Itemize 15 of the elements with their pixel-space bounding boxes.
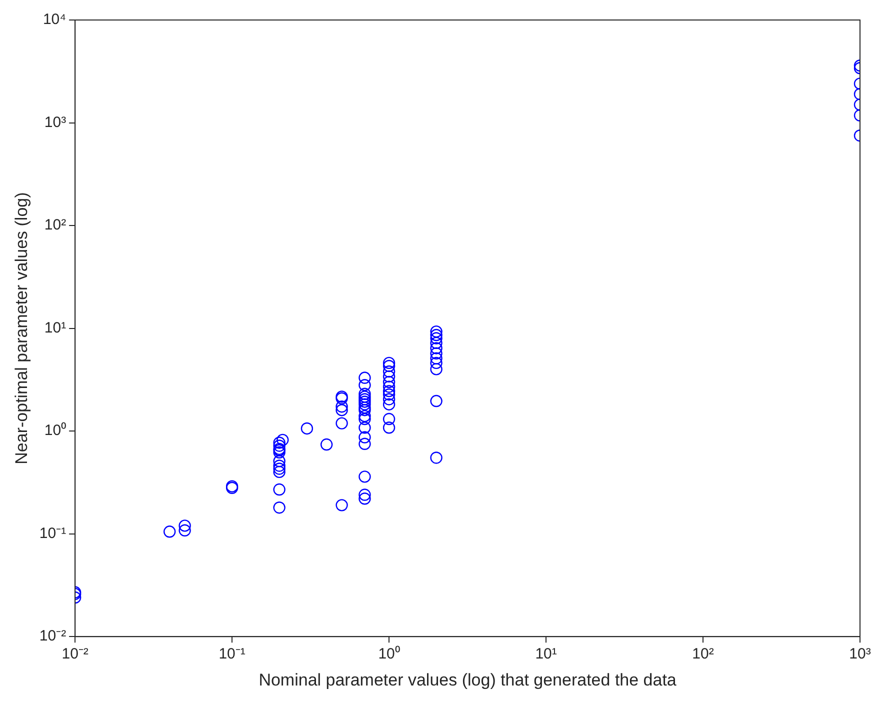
x-tick-label: 10² bbox=[692, 646, 714, 663]
y-tick-label: 10⁻¹ bbox=[39, 524, 66, 542]
x-tick-label: 10⁻¹ bbox=[218, 646, 246, 663]
x-axis-title: Nominal parameter values (log) that generated the data bbox=[258, 670, 677, 690]
x-tick-label: 10⁻² bbox=[62, 646, 88, 663]
y-tick-label: 10³ bbox=[44, 114, 66, 131]
y-tick-label: 10¹ bbox=[44, 319, 66, 336]
x-tick-label: 10³ bbox=[849, 646, 871, 663]
y-tick-label: 10⁴ bbox=[42, 11, 66, 28]
y-tick-label: 10⁰ bbox=[44, 422, 66, 440]
x-tick-label: 10⁰ bbox=[378, 646, 400, 663]
y-tick-label: 10² bbox=[44, 216, 66, 234]
y-tick-label: 10⁻² bbox=[39, 628, 66, 645]
y-axis-title: Near-optimal parameter values (log) bbox=[12, 192, 31, 464]
x-tick-label: 10¹ bbox=[535, 646, 557, 663]
